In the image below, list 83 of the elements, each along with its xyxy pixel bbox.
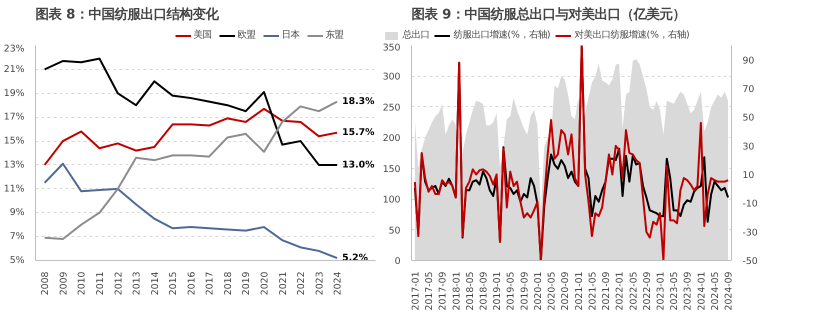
y2-tick-label: -50 xyxy=(742,256,758,267)
x-tick-label: 2019-09 xyxy=(519,271,530,310)
x-tick-label: 2017 xyxy=(204,271,216,296)
y-tick-label: 23% xyxy=(4,44,25,54)
x-tick-label: 2016 xyxy=(186,271,198,296)
data-label: 18.3% xyxy=(342,96,376,108)
y2-tick-label: -10 xyxy=(742,198,758,210)
y-tick-label: 11% xyxy=(4,183,25,194)
y-tick-label: 13% xyxy=(4,159,25,170)
x-tick-label: 2020-01 xyxy=(532,271,544,310)
x-tick-label: 2019 xyxy=(241,271,252,296)
x-tick-label: 2021-01 xyxy=(574,271,585,310)
x-tick-label: 2017-05 xyxy=(424,271,436,310)
y2-tick-label: 10 xyxy=(742,170,754,181)
x-tick-label: 2024-01 xyxy=(696,271,708,310)
x-tick-label: 2024-05 xyxy=(710,271,721,310)
x-tick-label: 2024 xyxy=(332,271,344,296)
x-tick-label: 2019-01 xyxy=(492,271,504,310)
y-tick-label: 9% xyxy=(10,207,25,218)
y-tick-label: 19% xyxy=(4,88,25,99)
x-tick-label: 2021-09 xyxy=(601,271,612,310)
y-tick-label: 21% xyxy=(4,64,25,75)
line-series xyxy=(44,108,338,166)
y-tick-label: 5% xyxy=(10,255,25,266)
legend-label: 美国 xyxy=(194,28,213,42)
line-series xyxy=(44,58,338,166)
x-tick-label: 2012 xyxy=(113,271,124,296)
y-tick-label: 100 xyxy=(382,194,401,206)
x-tick-label: 2020 xyxy=(259,271,270,296)
chart-title: 图表 8：中国纺服出口结构变化 xyxy=(36,6,220,22)
legend-label: 欧盟 xyxy=(238,28,257,42)
data-label: 13.0% xyxy=(342,159,376,170)
y-tick-label: 350 xyxy=(382,42,401,54)
x-tick-label: 2017-01 xyxy=(410,271,422,310)
x-tick-label: 2022-09 xyxy=(642,271,653,310)
x-tick-label: 2018-01 xyxy=(451,271,462,310)
y-tick-label: 200 xyxy=(382,133,401,144)
x-tick-label: 2022-01 xyxy=(614,271,626,310)
x-tick-label: 2022 xyxy=(296,271,308,296)
legend-label: 总出口 xyxy=(402,28,430,42)
line-series xyxy=(44,100,338,240)
legend-label: 东盟 xyxy=(326,28,345,42)
y2-tick-label: 70 xyxy=(742,84,754,95)
x-tick-label: 2018-05 xyxy=(464,271,476,310)
x-tick-label: 2017-09 xyxy=(438,271,449,310)
line-series xyxy=(44,162,338,260)
y2-tick-label: -30 xyxy=(742,227,758,238)
chart-title: 图表 9：中国纺服总出口与对美出口（亿美元） xyxy=(412,6,686,22)
x-tick-label: 2023-01 xyxy=(656,271,667,310)
y-tick-label: 250 xyxy=(382,102,401,114)
data-label: 15.7% xyxy=(342,127,376,138)
x-tick-label: 2014 xyxy=(150,271,161,296)
x-tick-label: 2022-05 xyxy=(628,271,640,310)
x-tick-label: 2023-09 xyxy=(682,271,694,310)
x-tick-label: 2020-09 xyxy=(560,271,572,310)
x-tick-label: 2023 xyxy=(314,271,326,296)
y-tick-label: 17% xyxy=(4,112,25,123)
y-tick-label: 7% xyxy=(10,231,25,242)
x-tick-label: 2023-05 xyxy=(669,271,680,310)
x-tick-label: 2011 xyxy=(94,271,106,296)
y-tick-label: 300 xyxy=(382,72,401,83)
x-tick-label: 2010 xyxy=(76,271,88,296)
y2-tick-label: 90 xyxy=(742,55,754,66)
y-tick-label: 0 xyxy=(394,256,401,267)
legend-label: 对美出口纺服增速(%，右轴) xyxy=(574,28,690,42)
y2-tick-label: 30 xyxy=(742,141,754,152)
legend-label: 日本 xyxy=(282,28,301,42)
x-tick-label: 2018 xyxy=(222,271,234,296)
x-tick-label: 2020-05 xyxy=(546,271,558,310)
x-tick-label: 2024-09 xyxy=(724,271,735,310)
y2-tick-label: 50 xyxy=(742,112,754,124)
x-tick-label: 2015 xyxy=(168,271,180,296)
y-tick-label: 15% xyxy=(4,136,25,147)
x-tick-label: 2018-09 xyxy=(478,271,490,310)
y-tick-label: 150 xyxy=(382,164,401,175)
x-tick-label: 2013 xyxy=(132,271,143,296)
x-tick-label: 2019-05 xyxy=(506,271,517,310)
text: 纺服出口增速(%，右轴) xyxy=(453,28,550,42)
x-tick-label: 2021 xyxy=(278,271,289,296)
x-tick-label: 2021-05 xyxy=(587,271,598,310)
x-tick-label: 2008 xyxy=(40,271,52,296)
y-tick-label: 50 xyxy=(388,225,401,236)
x-tick-label: 2009 xyxy=(58,271,70,296)
